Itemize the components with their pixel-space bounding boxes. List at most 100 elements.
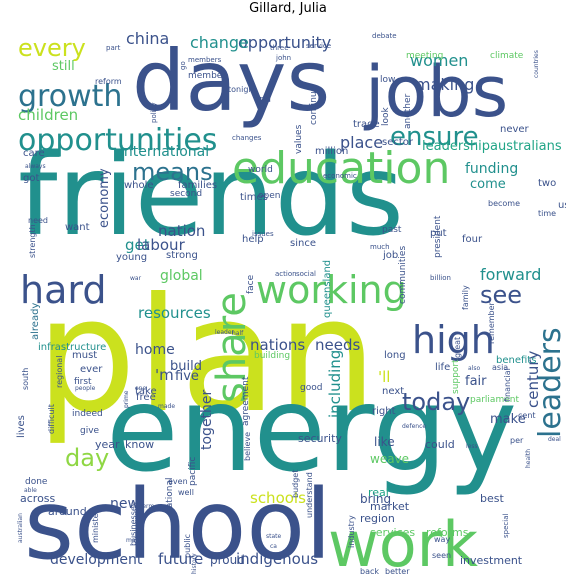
word-investment: investment [460, 554, 523, 567]
word-leader: leader [215, 329, 235, 336]
word-done: done [25, 477, 48, 487]
word-per: per [510, 436, 524, 445]
word-members: members [188, 56, 222, 64]
word-us: us [558, 200, 566, 211]
word-national: national [165, 478, 175, 514]
word-well: well [178, 488, 194, 497]
word-first: first [74, 377, 92, 387]
word-support: support [451, 359, 461, 394]
word-change: change [190, 33, 249, 52]
word-half: half [232, 330, 244, 337]
word-become: become [488, 199, 520, 208]
word-economy: economy [97, 168, 112, 228]
word-action: action [275, 270, 297, 278]
word-free: free [136, 392, 156, 403]
word-proud: proud [210, 553, 245, 567]
word-come: come [470, 177, 506, 192]
word-five: five [175, 369, 199, 384]
word-days: days [132, 32, 330, 130]
word-bring: bring [360, 492, 391, 506]
word-market: market [370, 500, 410, 513]
word-public: public [183, 534, 192, 558]
word-defence: defence [402, 423, 426, 430]
word-forward: forward [480, 265, 541, 284]
word-energy: energy [106, 360, 517, 498]
word-got: got [23, 173, 39, 184]
word-today: today [402, 388, 470, 416]
word-long: long [384, 350, 406, 361]
word-could: could [425, 438, 455, 451]
word-china: china [126, 29, 169, 48]
word-plan: plan [36, 264, 377, 448]
word-development: development [50, 552, 143, 568]
word-australians: australians [490, 139, 562, 154]
word-businesses: businesses [129, 502, 138, 546]
word-part: part [106, 44, 121, 52]
word-special: special [502, 514, 510, 538]
word-world: world [248, 165, 273, 175]
word-get: get [125, 236, 150, 254]
word-never: never [500, 124, 530, 135]
word-way: way [434, 535, 450, 544]
word-always: always [25, 163, 46, 170]
word-right: right [372, 406, 396, 417]
word-put: put [430, 228, 447, 239]
word-past: past [382, 225, 402, 235]
word-also: also [468, 365, 480, 372]
word-low: low [380, 75, 395, 85]
word-opportunity: opportunity [238, 33, 331, 52]
word-pacific: pacific [188, 457, 198, 486]
word-nations: nations [250, 336, 305, 354]
word-help: help [242, 234, 264, 245]
word-education: education [232, 143, 450, 194]
word-job: job [382, 250, 398, 261]
word-next: next [382, 386, 404, 397]
word-better: better [385, 567, 410, 574]
word-good: good [300, 383, 322, 393]
word-labour: labour [137, 236, 186, 254]
word-another: another [403, 94, 413, 129]
word-building: building [254, 351, 290, 361]
word-care: care [23, 148, 45, 159]
word-region: region [360, 512, 395, 525]
word-work: work [328, 508, 478, 574]
word-like: like [374, 435, 395, 449]
word-indeed: indeed [72, 409, 103, 419]
word-high: high [412, 318, 495, 362]
word-look: look [381, 106, 391, 126]
word-real: real [368, 486, 389, 499]
word-leadership: leadership [422, 139, 490, 154]
word-century: century [524, 350, 542, 408]
word-debate: debate [372, 32, 397, 40]
word-made: made [158, 403, 175, 410]
word-history: history [191, 553, 198, 574]
word-see: see [480, 281, 522, 309]
word-understand: understand [305, 472, 314, 518]
word-economic: economic [323, 172, 357, 180]
word-service: service [306, 42, 331, 50]
word-changes: changes [232, 134, 262, 142]
word-life: life [435, 362, 450, 373]
word-queensland: queensland [322, 260, 333, 318]
word-weave: weave [370, 452, 409, 466]
word-australian: australian [17, 513, 24, 543]
word-second: second [170, 189, 202, 199]
word-billion: billion [430, 274, 451, 282]
word-already: already [30, 303, 41, 340]
word-many: many [126, 537, 143, 544]
word-three: three [270, 44, 289, 52]
word-values: values [294, 124, 304, 154]
word-strength: strength [28, 224, 37, 258]
word-give: give [80, 426, 100, 436]
word-cent: cent [518, 411, 536, 420]
word-place: place [340, 133, 383, 152]
word-leaders: leaders [533, 327, 566, 438]
word-jobs: jobs [363, 51, 508, 133]
word-countries: countries [533, 50, 540, 78]
word-including: including [326, 350, 344, 418]
word-young: young [116, 252, 147, 263]
word-reform: reform [95, 77, 122, 86]
word-children: children [18, 106, 78, 124]
word-school: school [24, 469, 332, 574]
word-four: four [462, 234, 483, 245]
